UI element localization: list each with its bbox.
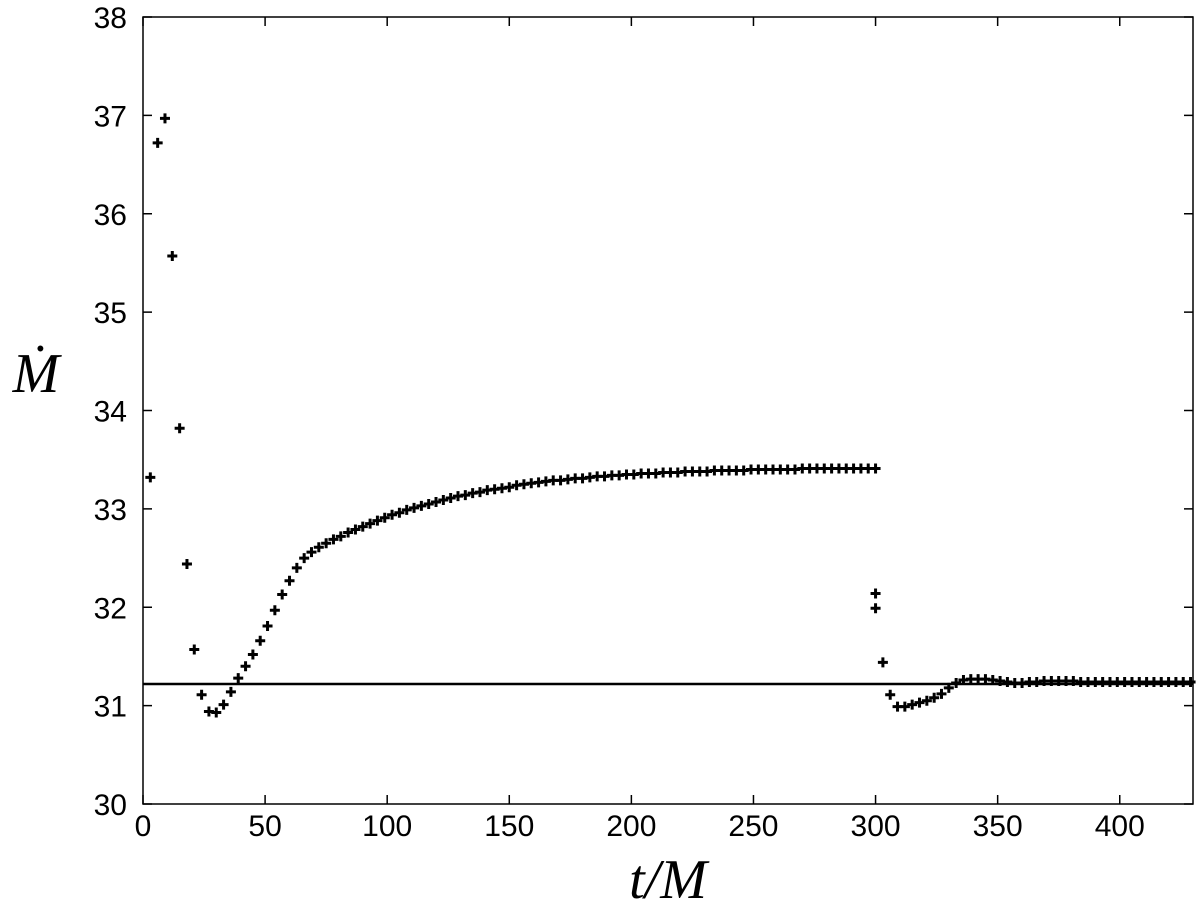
data-point xyxy=(387,509,398,520)
data-point xyxy=(877,657,888,668)
data-point xyxy=(504,482,515,493)
y-tick-label: 38 xyxy=(94,2,127,35)
data-point xyxy=(269,605,280,616)
data-point xyxy=(350,524,361,535)
data-point xyxy=(870,603,881,614)
data-point xyxy=(416,500,427,511)
x-tick-label: 200 xyxy=(606,810,656,843)
data-point xyxy=(335,531,346,542)
data-point xyxy=(233,673,244,684)
data-point xyxy=(372,515,383,526)
y-tick-label: 34 xyxy=(94,396,127,429)
data-point xyxy=(189,644,200,655)
x-tick-label: 150 xyxy=(484,810,534,843)
x-axis-title: t/M xyxy=(629,849,710,911)
data-point xyxy=(936,688,947,699)
x-tick-label: 50 xyxy=(248,810,281,843)
data-point xyxy=(299,553,310,564)
data-point xyxy=(152,137,163,148)
data-point xyxy=(870,588,881,599)
data-point xyxy=(328,534,339,545)
data-point xyxy=(313,542,324,553)
y-tick-label: 32 xyxy=(94,592,127,625)
data-point xyxy=(943,682,954,693)
data-point xyxy=(174,423,185,434)
data-point xyxy=(321,538,332,549)
data-point xyxy=(914,697,925,708)
data-point xyxy=(145,472,156,483)
data-point xyxy=(196,689,207,700)
y-tick-label: 37 xyxy=(94,100,127,133)
data-point xyxy=(885,689,896,700)
y-tick-label: 36 xyxy=(94,199,127,232)
data-point xyxy=(431,496,442,507)
data-point xyxy=(357,521,368,532)
y-tick-label: 30 xyxy=(94,789,127,822)
data-point xyxy=(277,589,288,600)
data-point xyxy=(167,251,178,262)
data-point xyxy=(247,649,258,660)
data-point xyxy=(365,518,376,529)
plot-background xyxy=(143,17,1193,804)
x-tick-label: 300 xyxy=(851,810,901,843)
data-point xyxy=(211,707,222,718)
data-point xyxy=(262,620,273,631)
data-point xyxy=(951,677,962,688)
data-point xyxy=(394,507,405,518)
data-point xyxy=(907,699,918,710)
data-point xyxy=(474,487,485,498)
data-point xyxy=(409,502,420,513)
data-point xyxy=(306,547,317,558)
data-point xyxy=(284,575,295,586)
plot-frame xyxy=(142,16,1194,805)
data-point xyxy=(423,498,434,509)
data-point xyxy=(159,113,170,124)
data-point xyxy=(921,695,932,706)
data-point xyxy=(225,686,236,697)
x-tick-label: 400 xyxy=(1095,810,1145,843)
x-tick-labels: 0 50 100 150 200 250 300 350 400 xyxy=(135,810,1145,843)
data-point xyxy=(1185,677,1196,688)
y-tick-label: 31 xyxy=(94,691,127,724)
y-axis-title: Ṁ xyxy=(12,343,63,405)
x-tick-label: 250 xyxy=(728,810,778,843)
data-point xyxy=(255,635,266,646)
data-point xyxy=(291,562,302,573)
data-point xyxy=(899,701,910,712)
data-point xyxy=(460,490,471,501)
data-point xyxy=(218,699,229,710)
data-point xyxy=(181,558,192,569)
x-tick-label: 350 xyxy=(973,810,1023,843)
data-point xyxy=(870,463,881,474)
x-tick-label: 100 xyxy=(362,810,412,843)
y-tick-labels: 30 31 32 33 34 35 36 37 38 xyxy=(94,2,127,822)
x-tick-label: 0 xyxy=(135,810,152,843)
data-point xyxy=(401,504,412,515)
data-point xyxy=(343,527,354,538)
y-tick-label: 35 xyxy=(94,297,127,330)
data-point xyxy=(438,495,449,506)
data-point xyxy=(379,512,390,523)
y-tick-label: 33 xyxy=(94,494,127,527)
data-point xyxy=(240,661,251,672)
data-points xyxy=(145,113,1196,718)
data-point xyxy=(929,692,940,703)
data-point xyxy=(445,493,456,504)
